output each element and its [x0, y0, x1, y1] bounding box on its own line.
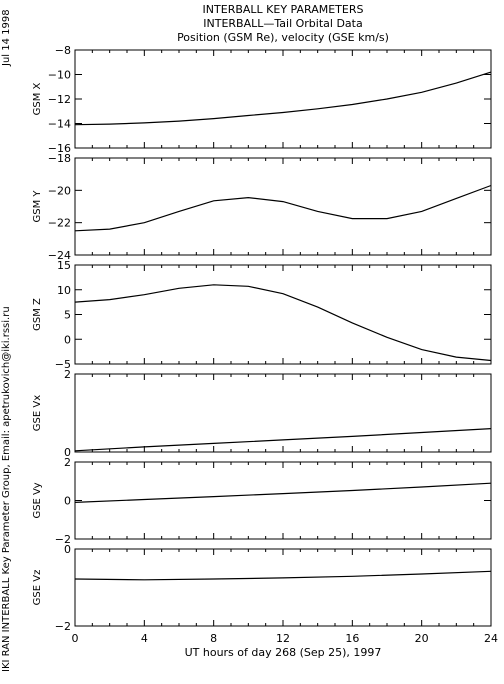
series-line [74, 284, 492, 362]
y-tick-label: 2 [64, 368, 71, 381]
y-tick-label: −2 [55, 620, 71, 633]
y-axis-label: GSE Vx [32, 395, 43, 431]
y-tick-label: −14 [48, 118, 71, 131]
y-axis-label: GSM X [32, 82, 43, 115]
y-tick-label: −18 [48, 152, 71, 165]
y-tick-label: 0 [64, 543, 71, 556]
y-tick-label: 15 [57, 259, 71, 272]
x-tick-label: 12 [276, 632, 290, 645]
y-axis-label: GSE Vz [32, 570, 43, 606]
chart-title: INTERBALL KEY PARAMETERS [202, 3, 364, 16]
series-line [74, 482, 492, 503]
y-tick-label: −22 [48, 217, 71, 230]
y-tick-label: 5 [64, 309, 71, 322]
x-tick-label: 0 [72, 632, 79, 645]
series-line [74, 570, 492, 581]
y-tick-label: 10 [57, 284, 71, 297]
x-tick-label: 4 [141, 632, 148, 645]
x-axis-label: UT hours of day 268 (Sep 25), 1997 [185, 646, 382, 659]
y-tick-label: −20 [48, 184, 71, 197]
panel-frame [74, 49, 492, 149]
panel-frame [74, 548, 492, 627]
y-tick-label: 0 [64, 333, 71, 346]
panel-frame [74, 461, 492, 540]
y-tick-label: −24 [48, 249, 71, 262]
y-axis-label: GSE Vy [32, 482, 43, 518]
series-line [74, 184, 492, 232]
y-tick-label: −2 [55, 533, 71, 546]
x-tick-label: 16 [345, 632, 359, 645]
y-tick-label: −16 [48, 142, 71, 155]
y-tick-label: −8 [55, 44, 71, 57]
y-tick-label: −10 [48, 69, 71, 82]
chart-subtitle-data: INTERBALL—Tail Orbital Data [203, 17, 363, 30]
x-tick-label: 20 [415, 632, 429, 645]
y-tick-label: −5 [55, 358, 71, 371]
x-tick-label: 8 [210, 632, 217, 645]
y-tick-label: 0 [64, 446, 71, 459]
y-tick-label: −12 [48, 93, 71, 106]
chart-subtitle-units: Position (GSM Re), velocity (GSE km/s) [177, 31, 389, 44]
series-line [74, 428, 492, 452]
y-axis-label: GSM Y [32, 190, 43, 223]
x-tick-label: 24 [484, 632, 498, 645]
panel-frame [74, 157, 492, 256]
panel-frame [74, 264, 492, 365]
y-tick-label: 0 [64, 495, 71, 508]
y-tick-label: 2 [64, 456, 71, 469]
series-line [74, 71, 492, 126]
y-axis-label: GSM Z [32, 298, 43, 331]
